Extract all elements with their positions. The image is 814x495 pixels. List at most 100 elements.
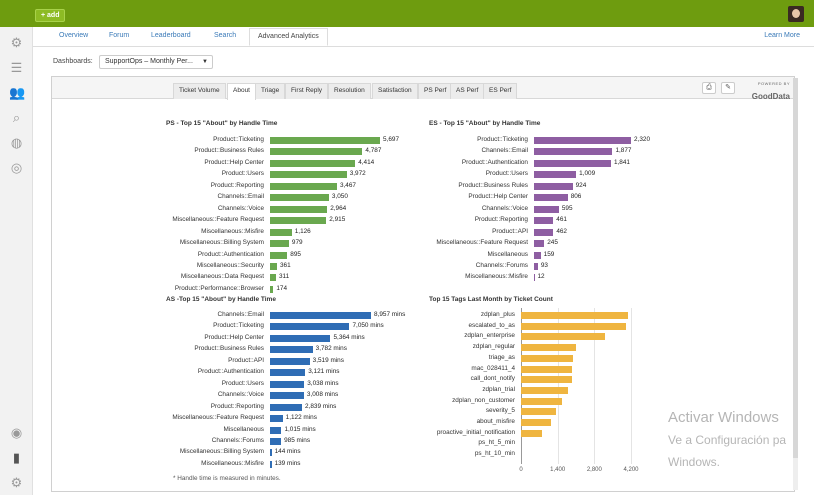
bar[interactable]	[270, 171, 347, 179]
avatar[interactable]	[788, 6, 804, 22]
bar[interactable]	[270, 426, 282, 434]
bar[interactable]	[270, 205, 328, 213]
value-label: 245	[547, 239, 558, 247]
bar[interactable]	[534, 262, 538, 270]
tab-forum[interactable]: Forum	[109, 32, 130, 39]
dashboard-tabs: Ticket Volume About Triage First Reply R…	[52, 77, 794, 101]
bar[interactable]	[521, 333, 605, 341]
subtab-first-reply[interactable]: First Reply	[285, 83, 329, 99]
bar[interactable]	[270, 437, 282, 445]
subtab-as-perf[interactable]: AS Perf	[450, 83, 485, 99]
bar[interactable]	[534, 194, 568, 202]
help-icon[interactable]: ◎	[10, 160, 23, 175]
dashboard-select[interactable]: SupportOps – Monthly Per... ▼	[99, 55, 213, 69]
bar[interactable]	[270, 346, 313, 354]
chart-title: PS - Top 15 "About" by Handle Time	[166, 120, 278, 127]
subtab-triage[interactable]: Triage	[255, 83, 286, 99]
bar[interactable]	[270, 148, 363, 156]
category-label: Miscellaneous	[223, 425, 265, 433]
bar[interactable]	[521, 386, 569, 394]
bar[interactable]	[521, 344, 576, 352]
bar[interactable]	[270, 194, 329, 202]
bar[interactable]	[270, 415, 283, 423]
bar[interactable]	[270, 159, 356, 167]
bar[interactable]	[521, 408, 557, 416]
bar[interactable]	[534, 240, 545, 248]
bar[interactable]	[270, 460, 272, 468]
analytics-icon[interactable]: ▮	[12, 450, 21, 465]
bar[interactable]	[534, 217, 554, 225]
learn-more-link[interactable]: Learn More	[764, 32, 800, 39]
tab-overview[interactable]: Overview	[59, 32, 89, 39]
menu-icon[interactable]: ☰	[10, 60, 23, 75]
value-label: 2,839 mins	[305, 402, 337, 410]
bar[interactable]	[534, 251, 541, 259]
bar[interactable]	[521, 376, 573, 384]
subtab-es-perf[interactable]: ES Perf	[483, 83, 518, 99]
bar[interactable]	[270, 274, 276, 282]
bar[interactable]	[270, 217, 327, 225]
bar[interactable]	[534, 182, 573, 190]
add-button[interactable]: + add	[35, 9, 66, 22]
chevron-down-icon: ▼	[202, 59, 208, 65]
panel-scrollbar[interactable]	[793, 78, 798, 490]
settings-icon[interactable]: ⚙	[10, 475, 23, 490]
category-label: Product::API	[228, 356, 264, 364]
bar[interactable]	[534, 171, 577, 179]
subtab-ticket-volume[interactable]: Ticket Volume	[173, 83, 226, 99]
main-tabs: Overview Forum Leaderboard Search Advanc…	[33, 27, 814, 47]
search-icon[interactable]: ⌕	[12, 110, 21, 125]
bar[interactable]	[270, 449, 272, 457]
bar[interactable]	[270, 262, 277, 270]
bar[interactable]	[534, 228, 554, 236]
bar[interactable]	[534, 205, 559, 213]
bar[interactable]	[521, 429, 542, 437]
bar[interactable]	[270, 312, 371, 319]
bar[interactable]	[534, 137, 631, 144]
bar[interactable]	[521, 419, 552, 426]
bar[interactable]	[270, 323, 350, 331]
gear-icon[interactable]: ⚙	[10, 35, 23, 50]
subtab-about[interactable]: About	[227, 83, 256, 100]
subtab-ps-perf[interactable]: PS Perf	[418, 83, 453, 99]
bar[interactable]	[270, 334, 331, 342]
value-label: 3,519 mins	[312, 356, 344, 364]
category-label: Channels::Email	[217, 311, 264, 318]
value-label: 924	[575, 181, 587, 189]
category-label: Miscellaneous::Billing System	[179, 239, 264, 247]
support-icon[interactable]: ◉	[10, 425, 23, 440]
bar[interactable]	[270, 380, 305, 388]
bar[interactable]	[270, 392, 304, 400]
edit-icon[interactable]: ✎	[721, 82, 735, 94]
bar[interactable]	[521, 312, 629, 319]
subtab-resolution[interactable]: Resolution	[328, 83, 371, 99]
bar[interactable]	[270, 285, 274, 293]
category-label: Miscellaneous::Misfire	[201, 227, 264, 235]
bar[interactable]	[521, 365, 573, 373]
bar[interactable]	[521, 322, 626, 330]
value-label: 2,964	[330, 204, 347, 212]
bar[interactable]	[270, 137, 380, 144]
tab-advanced-analytics[interactable]: Advanced Analytics	[249, 28, 328, 46]
tab-leaderboard[interactable]: Leaderboard	[151, 32, 191, 39]
users-icon[interactable]: 👥	[9, 85, 26, 100]
bar[interactable]	[534, 159, 611, 167]
print-icon[interactable]: ⎙	[702, 82, 716, 94]
tab-search[interactable]: Search	[214, 32, 237, 39]
bar[interactable]	[521, 354, 574, 362]
category-label: Miscellaneous::Billing System	[179, 448, 264, 456]
bar[interactable]	[270, 251, 288, 259]
bar[interactable]	[270, 403, 302, 411]
bar[interactable]	[521, 397, 562, 405]
subtab-satisfaction[interactable]: Satisfaction	[372, 83, 418, 99]
bar[interactable]	[534, 148, 613, 156]
bar[interactable]	[270, 369, 306, 377]
tick-label: 2,800	[586, 466, 602, 473]
globe-icon[interactable]: ◍	[10, 135, 23, 150]
bar[interactable]	[534, 274, 535, 282]
bar[interactable]	[270, 182, 337, 190]
value-label: 3,121 mins	[308, 368, 340, 376]
bar[interactable]	[270, 228, 292, 236]
bar[interactable]	[270, 357, 310, 365]
bar[interactable]	[270, 240, 289, 248]
